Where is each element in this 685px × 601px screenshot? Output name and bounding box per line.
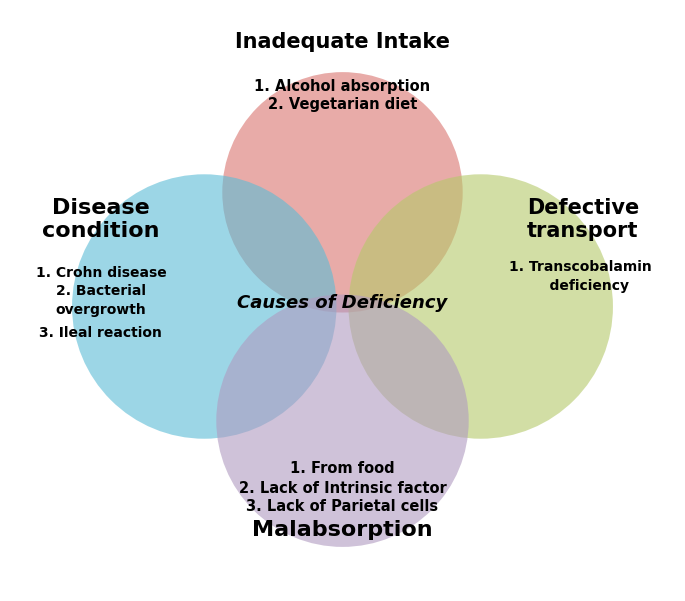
Text: 1. Alcohol absorption: 1. Alcohol absorption bbox=[254, 79, 431, 94]
Text: 3. Lack of Parietal cells: 3. Lack of Parietal cells bbox=[247, 499, 438, 514]
Text: Inadequate Intake: Inadequate Intake bbox=[235, 32, 450, 52]
Text: Disease
condition: Disease condition bbox=[42, 198, 160, 241]
Text: 1. Transcobalamin
    deficiency: 1. Transcobalamin deficiency bbox=[508, 260, 651, 293]
Ellipse shape bbox=[72, 174, 336, 439]
Text: 2. Lack of Intrinsic factor: 2. Lack of Intrinsic factor bbox=[238, 481, 447, 495]
Ellipse shape bbox=[349, 174, 613, 439]
Text: Malabsorption: Malabsorption bbox=[252, 520, 433, 540]
Text: 2. Bacterial
overgrowth: 2. Bacterial overgrowth bbox=[55, 284, 147, 317]
Text: 2. Vegetarian diet: 2. Vegetarian diet bbox=[268, 97, 417, 112]
Text: 3. Ileal reaction: 3. Ileal reaction bbox=[40, 326, 162, 340]
Text: 1. From food: 1. From food bbox=[290, 462, 395, 476]
Text: 1. Crohn disease: 1. Crohn disease bbox=[36, 266, 166, 281]
Ellipse shape bbox=[223, 72, 462, 313]
Ellipse shape bbox=[216, 294, 469, 547]
Text: Causes of Deficiency: Causes of Deficiency bbox=[238, 294, 447, 312]
Text: Defective
transport: Defective transport bbox=[527, 198, 639, 241]
